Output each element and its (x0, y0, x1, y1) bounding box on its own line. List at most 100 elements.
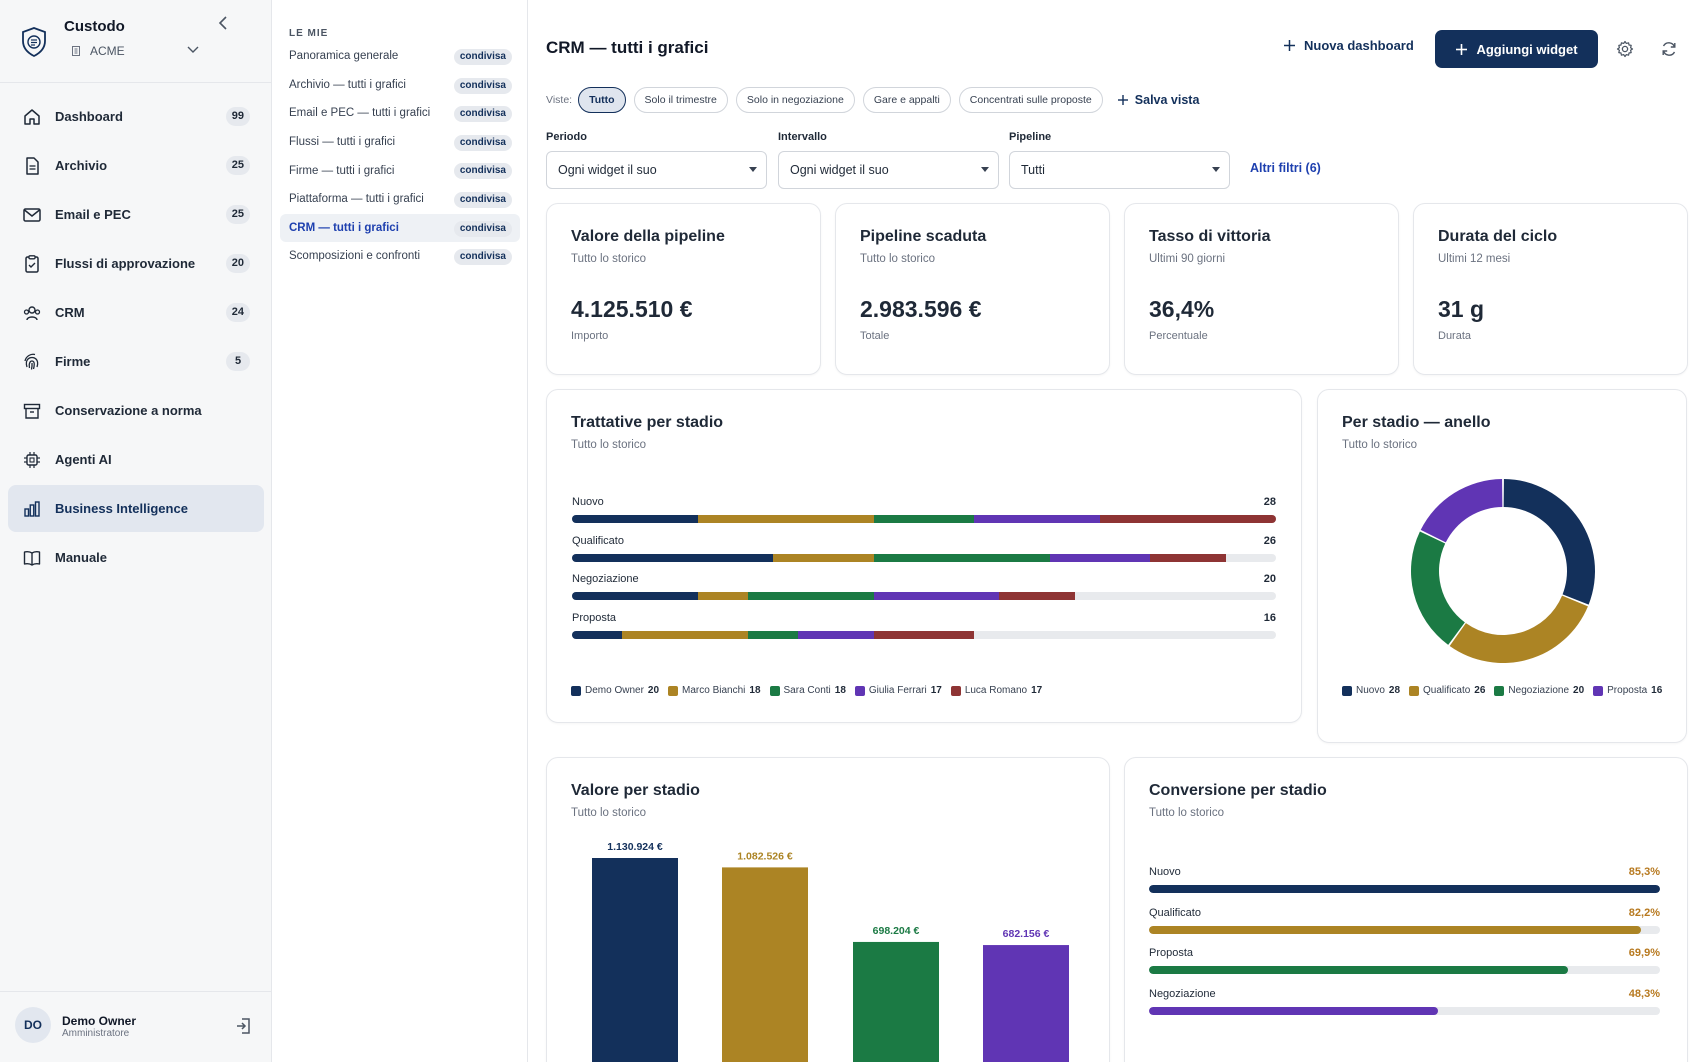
kpi-title: Durata del ciclo (1438, 228, 1558, 245)
periodo-select[interactable]: Ogni widget il suo (546, 151, 767, 189)
dashboard-list-item[interactable]: Scomposizioni e confronti condivisa (280, 242, 520, 271)
users-icon (23, 305, 41, 320)
sidebar-item-manuale[interactable]: Manuale (8, 534, 264, 581)
data-label: 26 (1263, 534, 1276, 547)
save-view-button[interactable]: Salva vista (1117, 93, 1200, 107)
collapse-sidebar-icon[interactable] (214, 14, 232, 32)
sidebar-item-crm[interactable]: CRM 24 (8, 289, 264, 336)
add-widget-button[interactable]: Aggiungi widget (1435, 30, 1598, 68)
shared-badge: condivisa (453, 191, 512, 208)
legend-item: Qualificato 26 (1409, 685, 1485, 696)
dashboard-list-item[interactable]: Flussi — tutti i grafici condivisa (280, 128, 520, 157)
org-switcher[interactable]: ACME (70, 44, 125, 58)
legend-value: 28 (1388, 685, 1401, 696)
sidebar: Custodo ACME Dashboard 99 Archivio 25 (0, 0, 272, 1062)
data-label: 1.082.526 € (737, 850, 793, 862)
bar (592, 858, 678, 1062)
sidebar-item-agenti-ai[interactable]: Agenti AI (8, 436, 264, 483)
app-name: Custodo (64, 18, 125, 35)
dashboard-name: Panoramica generale (289, 50, 399, 63)
bar-segment (747, 630, 799, 639)
bar-segment (697, 515, 874, 523)
save-view-label: Salva vista (1134, 93, 1200, 107)
donut-slice (1420, 479, 1503, 543)
legend-swatch (571, 685, 581, 696)
kpi-value: 36,4% (1149, 296, 1215, 322)
dashboard-name: CRM — tutti i grafici (289, 221, 399, 234)
sidebar-item-flussi[interactable]: Flussi di approvazione 20 (8, 240, 264, 287)
bar-segment (1150, 553, 1226, 562)
legend-label: Demo Owner (585, 685, 644, 696)
legend-item: Nuovo 28 (1342, 685, 1400, 696)
dashboard-list-item[interactable]: Piattaforma — tutti i grafici condivisa (280, 185, 520, 214)
dashboard-list-item[interactable]: Archivio — tutti i grafici condivisa (280, 71, 520, 100)
sidebar-nav: Dashboard 99 Archivio 25 Email e PEC 25 … (8, 93, 264, 583)
chevron-down-icon[interactable] (186, 42, 200, 56)
avatar[interactable]: DO (15, 1007, 51, 1043)
legend-value: 18 (834, 685, 846, 696)
bar-track (1149, 966, 1660, 974)
logout-icon[interactable] (234, 1016, 254, 1036)
dashboard-name: Flussi — tutti i grafici (289, 136, 396, 149)
bar-segment (798, 630, 874, 639)
more-filters-button[interactable]: Altri filtri (6) (1250, 161, 1321, 175)
bar-fill (1149, 885, 1660, 893)
divider (0, 82, 272, 83)
new-dashboard-label: Nuova dashboard (1304, 38, 1414, 53)
kpi-subtitle: Ultimi 90 giorni (1149, 253, 1226, 265)
sidebar-item-label: Business Intelligence (55, 501, 188, 516)
legend-value: 16 (1651, 685, 1663, 696)
category-label: Qualificato (572, 534, 624, 547)
home-icon (24, 108, 40, 125)
conversion-row: Proposta 69,9% (1149, 947, 1660, 979)
dashboard-list-item[interactable]: Panoramica generale condivisa (280, 42, 520, 71)
sidebar-item-business-intelligence[interactable]: Business Intelligence (8, 485, 264, 532)
stacked-bar-row: Proposta 16 (572, 612, 1276, 642)
kpi-subtitle: Tutto lo storico (860, 253, 935, 265)
view-chip-active[interactable]: Tutto (578, 87, 626, 113)
legend-value: 17 (1031, 685, 1043, 696)
bar-segment (572, 592, 698, 600)
legend-label: Luca Romano (964, 685, 1028, 696)
bar-chart: 1.130.924 € 1.082.526 € 698.204 € 682.156 € (592, 841, 1069, 1062)
donut-chart (1411, 479, 1595, 663)
sidebar-item-firme[interactable]: Firme 5 (8, 338, 264, 385)
new-dashboard-button[interactable]: Nuova dashboard (1283, 38, 1414, 53)
sidebar-item-dashboard[interactable]: Dashboard 99 (8, 93, 264, 140)
view-chip[interactable]: Concentrati sulle proposte (958, 87, 1103, 113)
bar-segment (1049, 553, 1151, 562)
gear-icon[interactable] (1616, 40, 1634, 58)
dashboard-list-item-active[interactable]: CRM — tutti i grafici condivisa (280, 213, 520, 243)
intervallo-value: Ogni widget il suo (790, 163, 889, 177)
bar-segment (747, 592, 874, 600)
kpi-unit: Importo (571, 330, 609, 342)
pipeline-select[interactable]: Tutti (1009, 151, 1230, 189)
view-chip[interactable]: Solo in negoziazione (735, 87, 855, 113)
view-chip[interactable]: Solo il trimestre (633, 87, 728, 113)
sidebar-item-archivio[interactable]: Archivio 25 (8, 142, 264, 189)
kpi-card: Pipeline scaduta Tutto lo storico 2.983.… (835, 203, 1110, 375)
document-icon (26, 156, 39, 175)
intervallo-select[interactable]: Ogni widget il suo (778, 151, 999, 189)
kpi-value: 2.983.596 € (860, 296, 982, 322)
kpi-unit: Totale (860, 330, 890, 342)
sidebar-item-conservazione[interactable]: Conservazione a norma (8, 387, 264, 434)
clipboard-check-icon (25, 254, 39, 273)
legend-value: 20 (1573, 685, 1585, 696)
sidebar-item-label: Archivio (55, 158, 108, 173)
dashboard-list-item[interactable]: Email e PEC — tutti i grafici condivisa (280, 99, 520, 128)
chip-icon (24, 451, 40, 468)
legend-label: Negoziazione (1508, 685, 1570, 696)
refresh-icon[interactable] (1660, 40, 1678, 58)
count-badge: 99 (225, 107, 250, 126)
legend-value: 26 (1474, 685, 1486, 696)
intervallo-label: Intervallo (778, 131, 827, 143)
chart-legend: Nuovo 28 Qualificato 26 Negoziazione 20 Propos… (1342, 685, 1672, 705)
dashboard-list-item[interactable]: Firme — tutti i grafici condivisa (280, 156, 520, 185)
category-label: Negoziazione (572, 573, 639, 585)
sidebar-item-email-pec[interactable]: Email e PEC 25 (8, 191, 264, 238)
mail-icon (23, 207, 41, 222)
bar-segment (572, 515, 698, 523)
legend-item: Demo Owner 20 (571, 685, 659, 696)
view-chip[interactable]: Gare e appalti (862, 87, 951, 113)
